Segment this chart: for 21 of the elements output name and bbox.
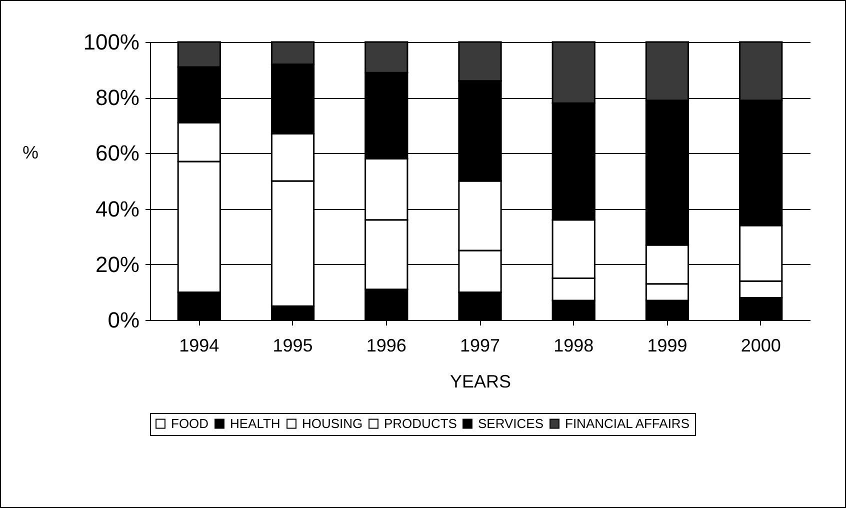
x-tick-label: 2000 xyxy=(740,336,781,356)
x-tick-label: 1997 xyxy=(460,336,500,356)
y-tick-label: 100% xyxy=(83,30,140,54)
x-tick-label: 1998 xyxy=(554,336,594,356)
y-tick-label: 60% xyxy=(95,140,140,166)
y-tick-label: 40% xyxy=(95,196,140,222)
x-tick-label: 1995 xyxy=(272,336,313,356)
x-tick-label: 1994 xyxy=(179,336,220,356)
legend-label: SERVICES xyxy=(478,416,544,431)
x-axis-title: YEARS xyxy=(450,372,512,392)
y-axis-title: % xyxy=(22,142,39,162)
y-tick-label: 0% xyxy=(108,308,140,332)
legend-label: HOUSING xyxy=(302,416,363,431)
x-tick-label: 1999 xyxy=(647,336,688,356)
y-tick-label: 20% xyxy=(95,252,140,277)
legend-label: PRODUCTS xyxy=(384,416,458,431)
x-tick-label: 1996 xyxy=(366,336,406,356)
legend-label: FINANCIAL AFFAIRS xyxy=(565,416,690,431)
legend-label: HEALTH xyxy=(230,416,280,431)
legend-label: FOOD xyxy=(171,416,209,431)
y-tick-label: 80% xyxy=(95,85,140,110)
